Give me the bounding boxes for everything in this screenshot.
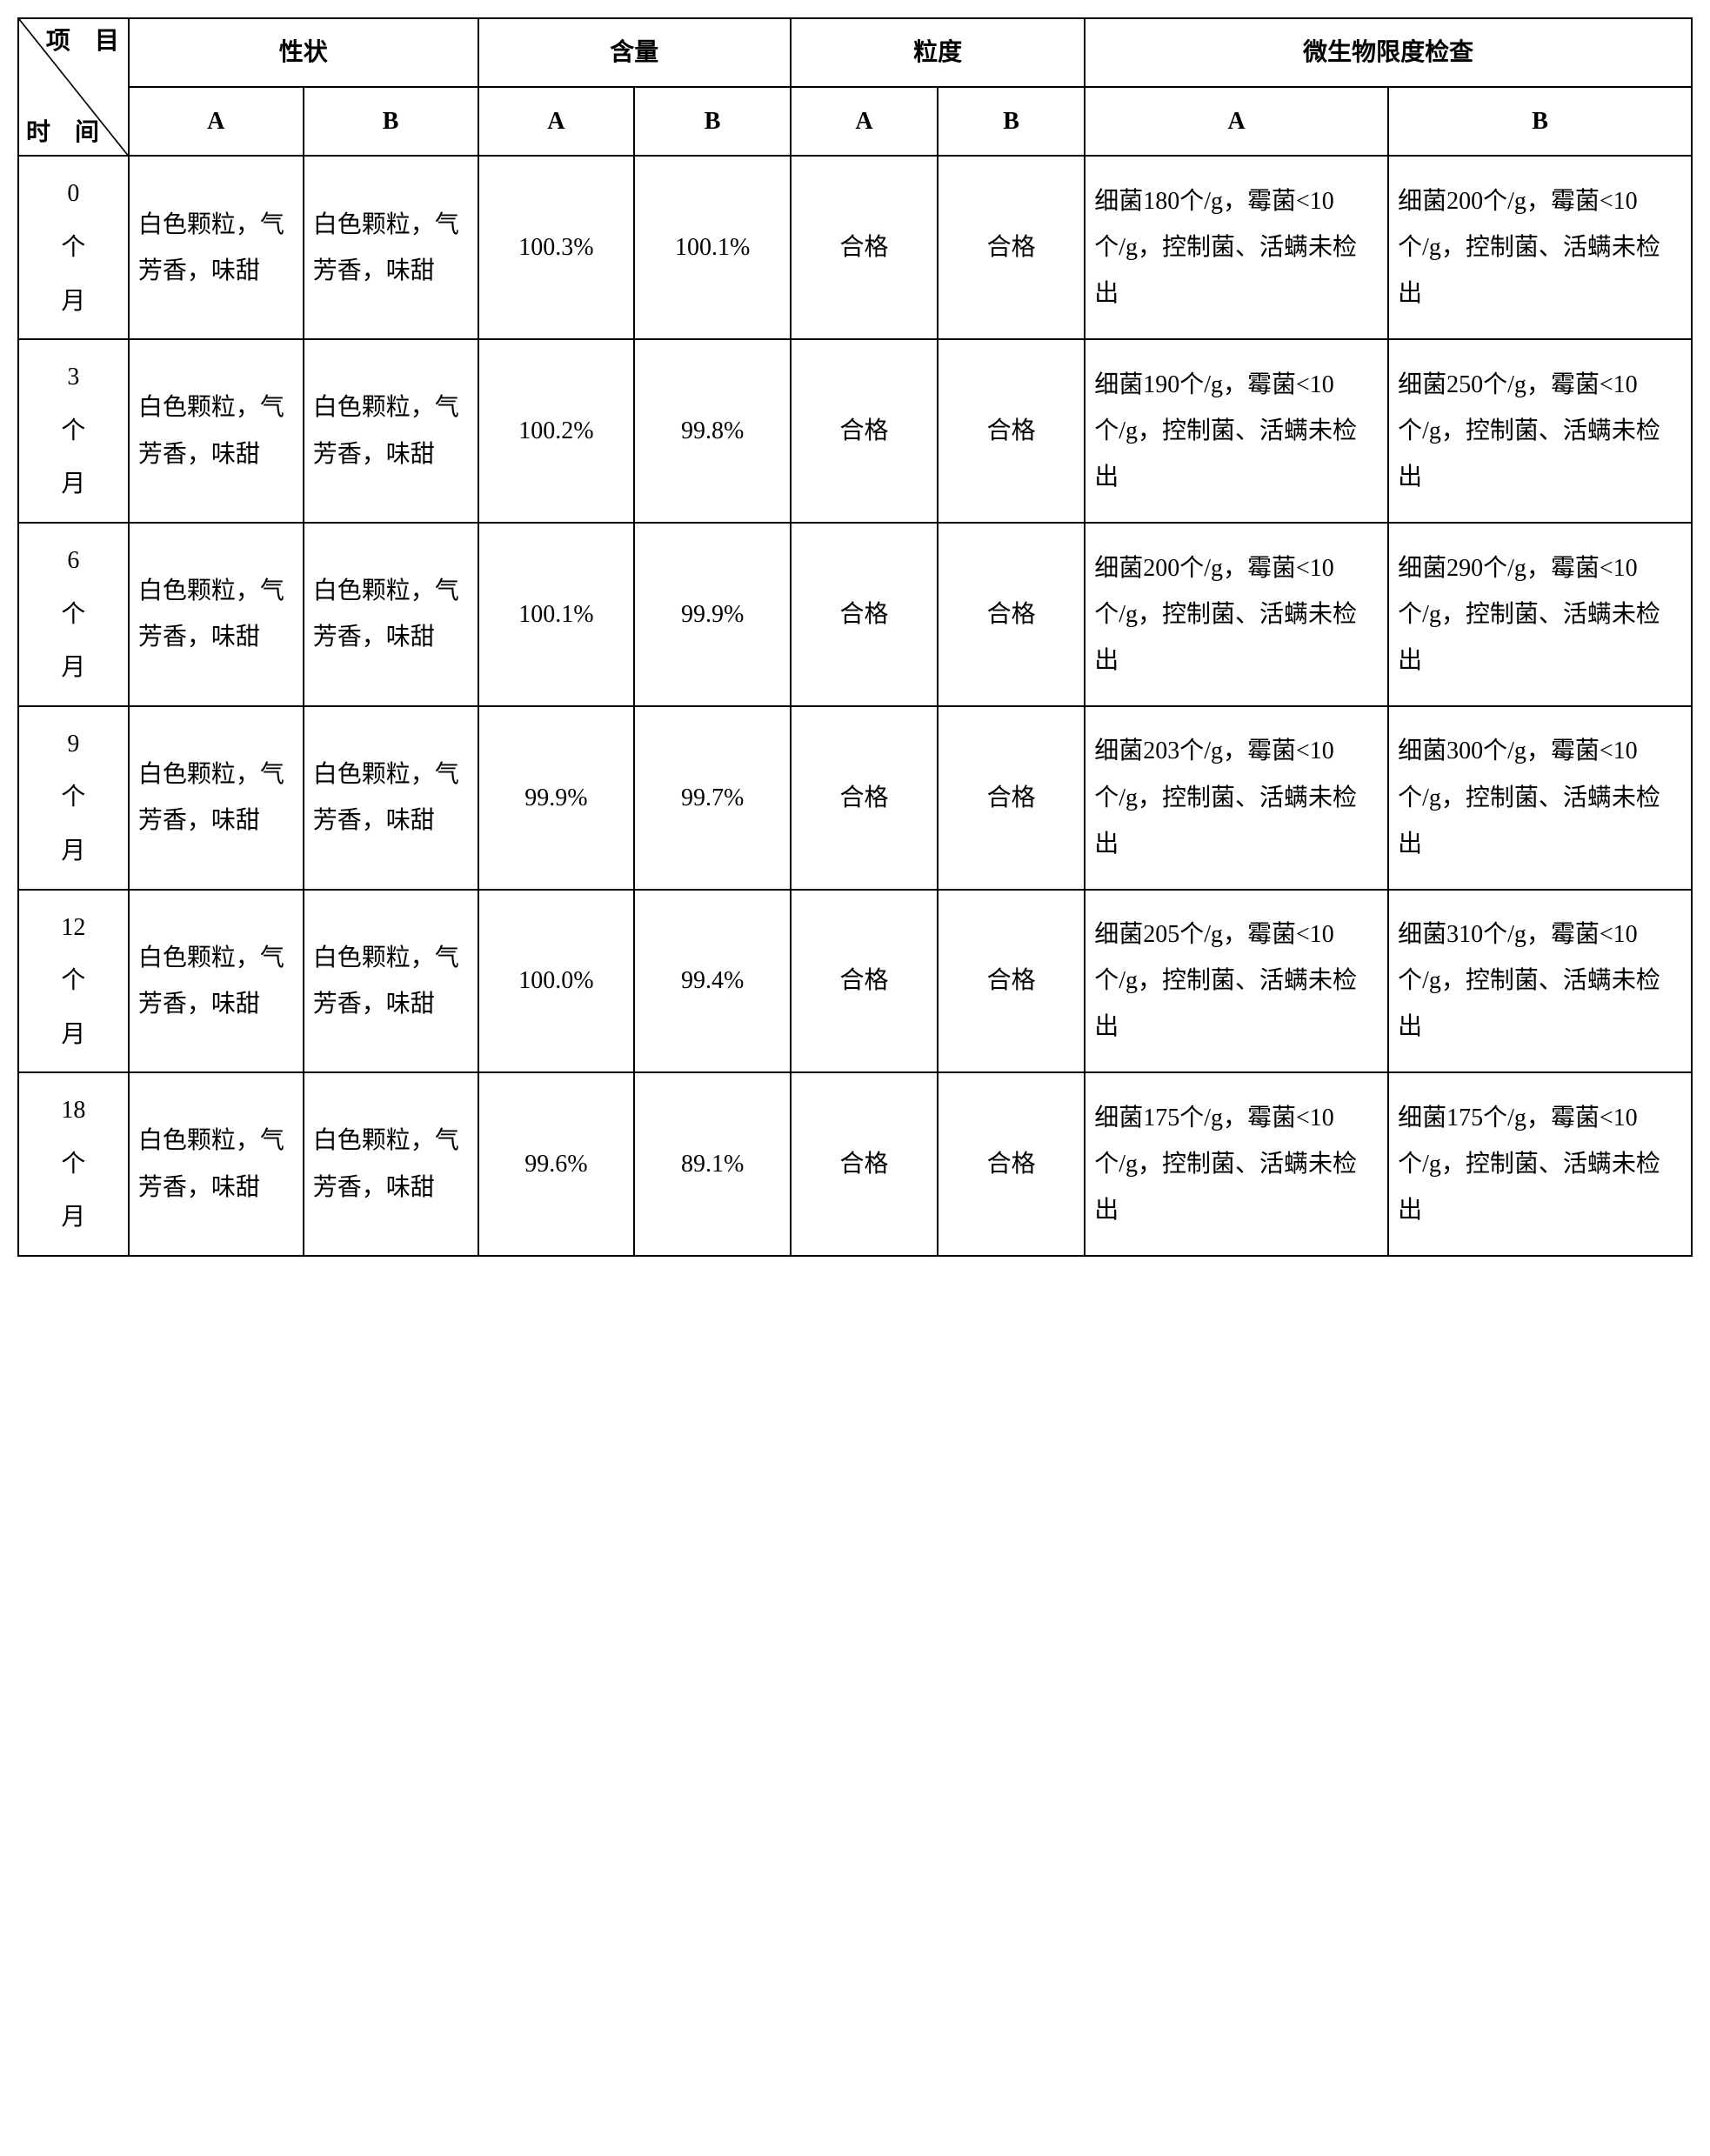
appearance-b-cell: 白色颗粒，气芳香，味甜 <box>304 890 478 1073</box>
gran-b-cell: 合格 <box>938 339 1085 523</box>
appearance-a-cell: 白色颗粒，气芳香，味甜 <box>129 890 304 1073</box>
gran-a-cell: 合格 <box>791 523 938 706</box>
appearance-a-cell: 白色颗粒，气芳香，味甜 <box>129 156 304 339</box>
appearance-a-cell: 白色颗粒，气芳香，味甜 <box>129 523 304 706</box>
table-header: 项 目 时 间 性状 含量 粒度 微生物限度检查 A B A B A B A B <box>18 18 1692 156</box>
sub-a: A <box>1085 87 1388 156</box>
micro-b-cell: 细菌300个/g，霉菌<10个/g，控制菌、活螨未检出 <box>1388 706 1692 890</box>
micro-b-cell: 细菌290个/g，霉菌<10个/g，控制菌、活螨未检出 <box>1388 523 1692 706</box>
micro-a-cell: 细菌190个/g，霉菌<10个/g，控制菌、活螨未检出 <box>1085 339 1388 523</box>
sub-b: B <box>304 87 478 156</box>
content-a-cell: 100.2% <box>478 339 635 523</box>
gran-a-cell: 合格 <box>791 339 938 523</box>
content-b-cell: 100.1% <box>634 156 791 339</box>
content-a-cell: 100.3% <box>478 156 635 339</box>
appearance-b-cell: 白色颗粒，气芳香，味甜 <box>304 156 478 339</box>
sub-a: A <box>478 87 635 156</box>
micro-a-cell: 细菌203个/g，霉菌<10个/g，控制菌、活螨未检出 <box>1085 706 1388 890</box>
table-row: 9 个 月白色颗粒，气芳香，味甜白色颗粒，气芳香，味甜99.9%99.7%合格合… <box>18 706 1692 890</box>
gran-a-cell: 合格 <box>791 890 938 1073</box>
time-cell: 3 个 月 <box>18 339 129 523</box>
gran-a-cell: 合格 <box>791 706 938 890</box>
table-row: 3 个 月白色颗粒，气芳香，味甜白色颗粒，气芳香，味甜100.2%99.8%合格… <box>18 339 1692 523</box>
micro-a-cell: 细菌205个/g，霉菌<10个/g，控制菌、活螨未检出 <box>1085 890 1388 1073</box>
micro-b-cell: 细菌310个/g，霉菌<10个/g，控制菌、活螨未检出 <box>1388 890 1692 1073</box>
diagonal-header: 项 目 时 间 <box>18 18 129 156</box>
time-cell: 0 个 月 <box>18 156 129 339</box>
gran-b-cell: 合格 <box>938 156 1085 339</box>
appearance-b-cell: 白色颗粒，气芳香，味甜 <box>304 1072 478 1256</box>
header-microbial: 微生物限度检查 <box>1085 18 1692 87</box>
content-a-cell: 100.0% <box>478 890 635 1073</box>
sub-b: B <box>938 87 1085 156</box>
table-row: 12 个 月白色颗粒，气芳香，味甜白色颗粒，气芳香，味甜100.0%99.4%合… <box>18 890 1692 1073</box>
appearance-b-cell: 白色颗粒，气芳香，味甜 <box>304 339 478 523</box>
time-cell: 18 个 月 <box>18 1072 129 1256</box>
sub-b: B <box>1388 87 1692 156</box>
header-appearance: 性状 <box>129 18 478 87</box>
appearance-a-cell: 白色颗粒，气芳香，味甜 <box>129 1072 304 1256</box>
appearance-b-cell: 白色颗粒，气芳香，味甜 <box>304 523 478 706</box>
micro-b-cell: 细菌175个/g，霉菌<10个/g，控制菌、活螨未检出 <box>1388 1072 1692 1256</box>
micro-b-cell: 细菌250个/g，霉菌<10个/g，控制菌、活螨未检出 <box>1388 339 1692 523</box>
micro-a-cell: 细菌175个/g，霉菌<10个/g，控制菌、活螨未检出 <box>1085 1072 1388 1256</box>
header-content: 含量 <box>478 18 791 87</box>
time-cell: 12 个 月 <box>18 890 129 1073</box>
appearance-a-cell: 白色颗粒，气芳香，味甜 <box>129 339 304 523</box>
time-cell: 9 个 月 <box>18 706 129 890</box>
gran-b-cell: 合格 <box>938 523 1085 706</box>
sub-a: A <box>129 87 304 156</box>
content-a-cell: 99.9% <box>478 706 635 890</box>
subheader-row: A B A B A B A B <box>18 87 1692 156</box>
header-project-label: 项 目 <box>46 24 119 58</box>
table-row: 18 个 月白色颗粒，气芳香，味甜白色颗粒，气芳香，味甜99.6%89.1%合格… <box>18 1072 1692 1256</box>
content-b-cell: 99.8% <box>634 339 791 523</box>
table-row: 6 个 月白色颗粒，气芳香，味甜白色颗粒，气芳香，味甜100.1%99.9%合格… <box>18 523 1692 706</box>
sub-a: A <box>791 87 938 156</box>
content-b-cell: 99.4% <box>634 890 791 1073</box>
table-row: 0 个 月白色颗粒，气芳香，味甜白色颗粒，气芳香，味甜100.3%100.1%合… <box>18 156 1692 339</box>
content-b-cell: 89.1% <box>634 1072 791 1256</box>
table-body: 0 个 月白色颗粒，气芳香，味甜白色颗粒，气芳香，味甜100.3%100.1%合… <box>18 156 1692 1256</box>
header-granularity: 粒度 <box>791 18 1085 87</box>
appearance-a-cell: 白色颗粒，气芳香，味甜 <box>129 706 304 890</box>
gran-b-cell: 合格 <box>938 1072 1085 1256</box>
micro-a-cell: 细菌180个/g，霉菌<10个/g，控制菌、活螨未检出 <box>1085 156 1388 339</box>
gran-a-cell: 合格 <box>791 156 938 339</box>
stability-table: 项 目 时 间 性状 含量 粒度 微生物限度检查 A B A B A B A B… <box>17 17 1693 1257</box>
content-b-cell: 99.7% <box>634 706 791 890</box>
content-a-cell: 100.1% <box>478 523 635 706</box>
content-a-cell: 99.6% <box>478 1072 635 1256</box>
gran-b-cell: 合格 <box>938 890 1085 1073</box>
time-cell: 6 个 月 <box>18 523 129 706</box>
appearance-b-cell: 白色颗粒，气芳香，味甜 <box>304 706 478 890</box>
content-b-cell: 99.9% <box>634 523 791 706</box>
gran-b-cell: 合格 <box>938 706 1085 890</box>
header-time-label: 时 间 <box>26 116 99 150</box>
sub-b: B <box>634 87 791 156</box>
micro-a-cell: 细菌200个/g，霉菌<10个/g，控制菌、活螨未检出 <box>1085 523 1388 706</box>
gran-a-cell: 合格 <box>791 1072 938 1256</box>
micro-b-cell: 细菌200个/g，霉菌<10个/g，控制菌、活螨未检出 <box>1388 156 1692 339</box>
